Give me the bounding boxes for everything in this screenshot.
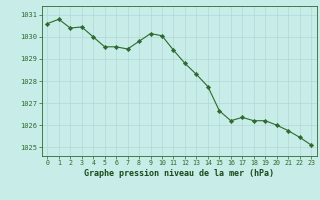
X-axis label: Graphe pression niveau de la mer (hPa): Graphe pression niveau de la mer (hPa) [84,169,274,178]
